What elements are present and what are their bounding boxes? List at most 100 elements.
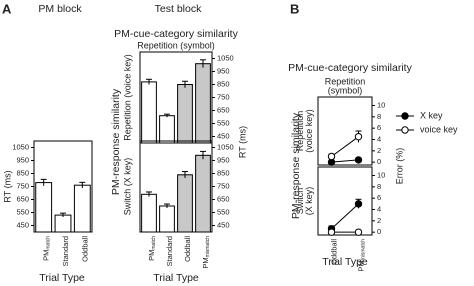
section-subtitle: Repetition bbox=[325, 76, 366, 86]
legend-label: voice key bbox=[420, 124, 458, 134]
y-tick-label: 4 bbox=[377, 134, 381, 143]
y-tick-label: 550 bbox=[16, 207, 29, 216]
bar bbox=[73, 184, 91, 233]
section-title: PM-cue-category similarity bbox=[288, 62, 412, 74]
bar bbox=[54, 214, 72, 233]
row-label: Repetition (voice key) bbox=[122, 54, 132, 141]
x-axis-label: Trial Type bbox=[39, 272, 85, 284]
marker bbox=[354, 200, 363, 208]
y-tick-label: 0 bbox=[377, 157, 381, 166]
row-label: (voice key) bbox=[304, 109, 314, 153]
y-tick-label: 650 bbox=[217, 105, 230, 114]
x-tick-label: Oddball bbox=[183, 236, 192, 262]
x-tick-label-sub: match bbox=[46, 236, 52, 250]
bar bbox=[159, 205, 175, 233]
y-tick-label: 850 bbox=[217, 168, 230, 177]
y-axis-label: RT (ms) bbox=[237, 126, 247, 158]
y-tick-label: 1050 bbox=[217, 53, 234, 62]
y-tick-label: 8 bbox=[377, 182, 381, 191]
series-line bbox=[331, 136, 359, 157]
series-line bbox=[331, 159, 359, 163]
row-label: Switch bbox=[295, 188, 305, 215]
x-tick-label-main: PM bbox=[147, 250, 156, 261]
y-tick-label: 2 bbox=[377, 146, 381, 155]
x-axis-label: Trial Type bbox=[153, 272, 199, 284]
x-tick-label: Oddball bbox=[80, 236, 89, 262]
legend-label: X key bbox=[420, 110, 443, 120]
y-tick-label: 2 bbox=[377, 216, 381, 225]
y-tick-label: 6 bbox=[377, 193, 381, 202]
x-tick-label: Standard bbox=[165, 236, 174, 266]
y-tick-label: 850 bbox=[16, 168, 29, 177]
y-tick-label: 8 bbox=[377, 112, 381, 121]
x-tick-label: Standard bbox=[61, 236, 70, 266]
bar bbox=[35, 182, 53, 233]
y-tick-label: 1050 bbox=[12, 142, 29, 151]
x-tick-label-main: PM bbox=[42, 250, 51, 261]
x-tick-label: PMmatch bbox=[147, 236, 157, 261]
bar bbox=[177, 174, 193, 233]
marker bbox=[327, 228, 336, 236]
y-tick-label: 450 bbox=[16, 220, 29, 229]
x-tick-label: PMmismatch bbox=[356, 239, 366, 272]
block-title: PM block bbox=[38, 3, 82, 15]
bar bbox=[177, 84, 193, 144]
row-label: (X key) bbox=[304, 187, 314, 216]
y-tick-label: 750 bbox=[217, 181, 230, 190]
bar bbox=[195, 63, 211, 144]
x-tick-label: Oddball bbox=[329, 239, 338, 265]
bar bbox=[141, 193, 157, 233]
x-tick-label-sub: mismatch bbox=[361, 239, 367, 261]
y-tick-label: 650 bbox=[16, 194, 29, 203]
section-title: PM-cue-category similarity bbox=[114, 28, 238, 40]
row-group-label: PM-response similarity bbox=[290, 112, 302, 219]
section-subtitle: (symbol) bbox=[328, 85, 363, 95]
y-tick-label: 1050 bbox=[217, 142, 234, 151]
panel-label: A bbox=[2, 1, 12, 16]
y-tick-label: 950 bbox=[217, 66, 230, 75]
row-group-label: PM-response similarity bbox=[110, 88, 122, 195]
y-tick-label: 0 bbox=[377, 227, 381, 236]
panel-label: B bbox=[290, 1, 299, 16]
marker bbox=[354, 228, 363, 236]
legend-marker bbox=[401, 126, 409, 134]
y-tick-label: 850 bbox=[217, 79, 230, 88]
y-axis-label: Error (%) bbox=[394, 148, 404, 185]
x-tick-label-sub: mismatch bbox=[205, 236, 211, 258]
block-title: Test block bbox=[155, 3, 202, 15]
x-tick-label-main: PM bbox=[356, 260, 365, 271]
row-label: Switch (X key) bbox=[122, 158, 132, 216]
y-tick-label: 650 bbox=[217, 194, 230, 203]
y-tick-label: 750 bbox=[217, 92, 230, 101]
x-tick-label: PMmismatch bbox=[201, 236, 211, 269]
y-tick-label: 450 bbox=[217, 220, 230, 229]
x-tick-label-main: PM bbox=[201, 257, 210, 268]
row-label: Repetition bbox=[295, 111, 305, 152]
plot-frame bbox=[317, 96, 373, 166]
marker bbox=[327, 152, 336, 161]
y-tick-label: 950 bbox=[16, 155, 29, 164]
plot-frame bbox=[317, 166, 373, 236]
marker bbox=[354, 132, 363, 141]
y-tick-label: 10 bbox=[377, 170, 385, 179]
y-tick-label: 750 bbox=[16, 181, 29, 190]
y-tick-label: 4 bbox=[377, 204, 381, 213]
y-axis-label: RT (ms) bbox=[2, 170, 12, 202]
y-tick-label: 550 bbox=[217, 207, 230, 216]
bar bbox=[159, 115, 175, 144]
y-tick-label: 6 bbox=[377, 123, 381, 132]
bar bbox=[141, 81, 157, 144]
x-axis-label: Trial Type bbox=[322, 256, 368, 268]
y-tick-label: 550 bbox=[217, 118, 230, 127]
y-tick-label: 10 bbox=[377, 100, 385, 109]
legend-marker bbox=[401, 112, 409, 120]
y-tick-label: 450 bbox=[217, 131, 230, 140]
x-tick-label-sub: match bbox=[151, 236, 157, 250]
x-tick-label: PMmatch bbox=[42, 236, 52, 261]
section-subtitle: Repetition (symbol) bbox=[137, 40, 215, 50]
marker bbox=[354, 156, 363, 164]
y-tick-label: 950 bbox=[217, 155, 230, 164]
bar bbox=[195, 154, 211, 233]
series-line bbox=[331, 203, 359, 230]
